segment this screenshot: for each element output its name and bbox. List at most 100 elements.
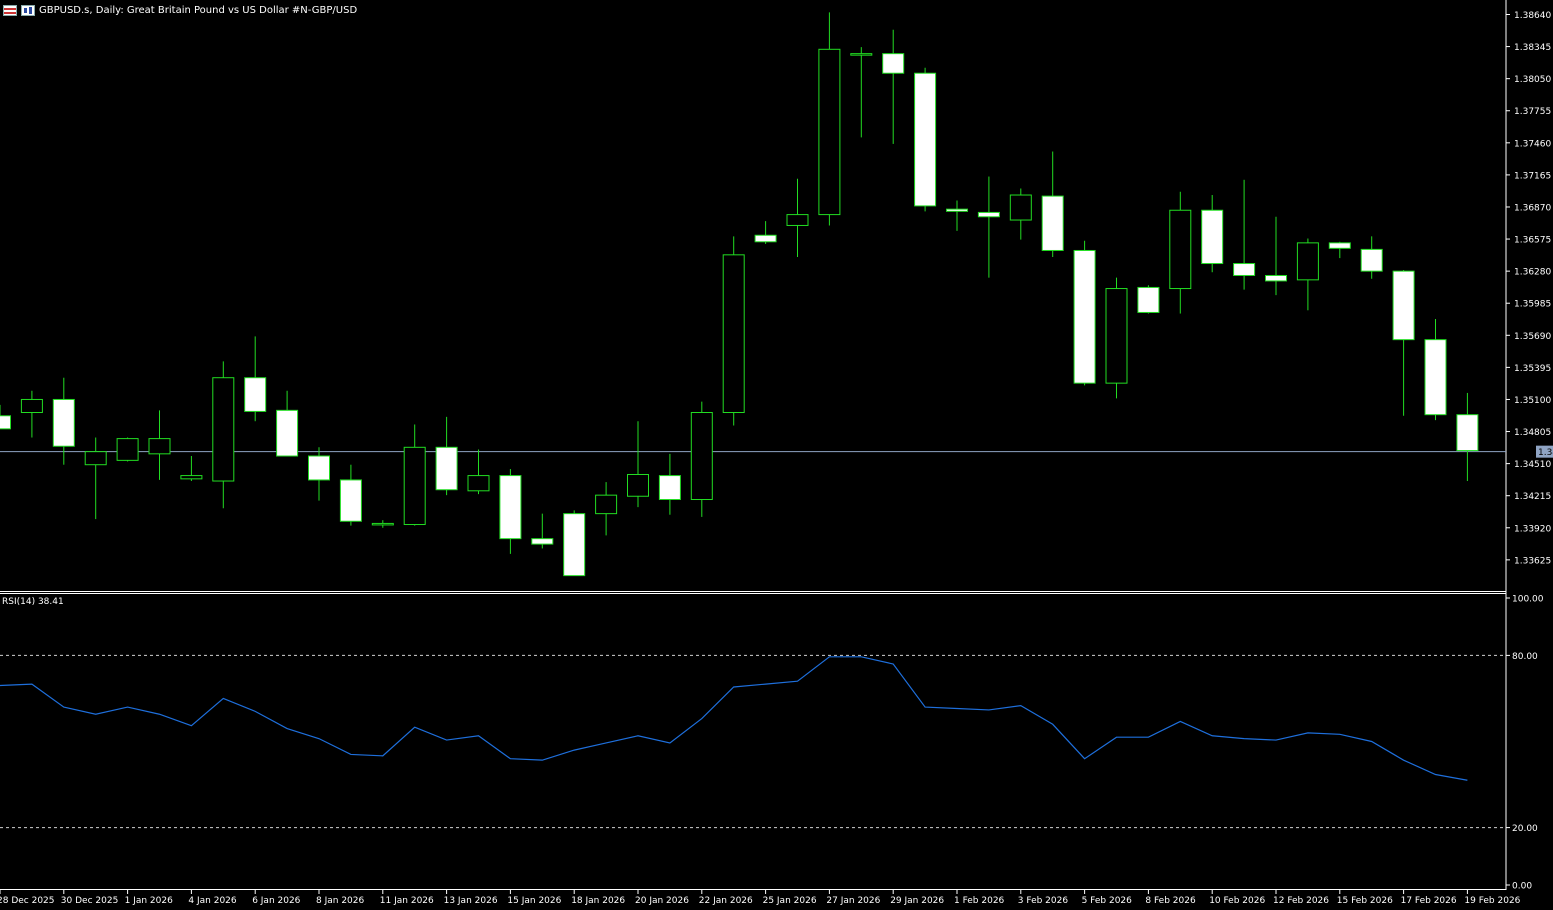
candle-body [276,409,299,457]
price-tick-label: 1.34510 [1514,460,1551,470]
candle-body [531,538,554,545]
price-tick-label: 1.37460 [1514,139,1551,149]
candle [658,453,681,515]
candle-body [1296,242,1319,281]
price-tick-label: 1.37755 [1514,107,1551,117]
time-tick-label: 28 Dec 2025 [0,896,55,906]
time-tick-label: 30 Dec 2025 [61,896,119,906]
candle-body [1456,414,1479,452]
candle [1392,270,1415,416]
candle-body [946,208,968,212]
candle [1009,188,1032,240]
candle-body [882,53,905,74]
candle [308,447,330,501]
time-tick-label: 11 Jan 2026 [380,896,434,906]
candle [1233,179,1256,290]
candle [946,200,968,231]
rsi-tick-label: 0.00 [1512,882,1532,892]
candle-body [148,438,171,455]
candle-body [595,494,618,515]
time-tick-label: 1 Feb 2026 [954,896,1005,906]
candle-body [499,475,522,540]
candle [1137,285,1160,314]
candle [818,12,841,226]
price-tick-label: 1.38050 [1514,75,1551,85]
time-tick-label: 22 Jan 2026 [699,896,753,906]
candle [499,469,522,554]
price-tick-label: 1.34805 [1514,428,1551,438]
candle-body [1105,288,1128,384]
candle-body [308,455,330,481]
candle [531,513,554,549]
candle [786,178,809,258]
candle [371,520,394,528]
candle [180,456,203,482]
time-tick-label: 19 Feb 2026 [1464,896,1520,906]
price-tick-label: 1.38640 [1514,11,1551,21]
candle [1265,216,1287,296]
candle [595,482,618,536]
time-tick-label: 20 Jan 2026 [635,896,689,906]
candle-body [371,522,394,526]
candle-body [84,451,107,466]
candle-body [435,446,458,491]
candle [116,437,139,462]
candle [977,176,1000,278]
candle-body [722,254,745,414]
candle [754,221,777,244]
time-tick-label: 27 Jan 2026 [826,896,880,906]
candles [0,12,1506,577]
candle-body [339,479,362,522]
time-tick-label: 13 Jan 2026 [444,896,498,906]
candle [690,401,713,517]
candle-body [977,211,1000,218]
candle-body [818,48,841,216]
candle [1424,318,1447,421]
candle-body [1137,286,1160,313]
chart-window-icon[interactable] [3,4,17,16]
candle-body [20,398,43,414]
candle [722,236,745,426]
candle-body [1360,248,1383,272]
candle-body [180,475,203,480]
candle [467,449,490,495]
candle [1201,195,1224,273]
time-tick-label: 15 Feb 2026 [1337,896,1393,906]
time-tick-label: 4 Jan 2026 [188,896,236,906]
candle-body [754,234,777,243]
candle [1328,241,1351,259]
time-tick-label: 5 Feb 2026 [1082,896,1133,906]
candle [1360,236,1383,279]
price-tick-label: 1.35100 [1514,396,1551,406]
candle [403,424,426,526]
rsi-tick-label: 20.00 [1512,824,1538,834]
candle-body [212,377,235,482]
candle [20,390,43,438]
price-tick-label: 1.38345 [1514,43,1551,53]
candle-body [52,398,75,447]
chart-type-icon[interactable] [21,4,35,16]
candle [1105,277,1128,399]
candle-body [0,415,11,430]
candle [244,336,267,422]
time-tick-label: 8 Jan 2026 [316,896,364,906]
current-price-box [1536,445,1553,458]
candle-body [1392,270,1415,341]
candle-body [1265,274,1287,282]
time-tick-label: 6 Jan 2026 [252,896,300,906]
price-tick-label: 1.34215 [1514,492,1551,502]
price-tick-label: 1.36575 [1514,236,1551,246]
candle [882,29,905,144]
rsi-tick-label: 100.00 [1512,595,1544,605]
price-tick-label: 1.35985 [1514,300,1551,310]
time-tick-label: 25 Jan 2026 [763,896,817,906]
candle-body [627,473,649,497]
candle [1296,238,1319,311]
candle-body [1169,209,1192,290]
time-tick-label: 8 Feb 2026 [1145,896,1196,906]
current-price-label: 1.34620 [1538,448,1553,458]
candle [276,390,299,457]
candle [1073,240,1096,386]
candle-body [403,446,426,526]
